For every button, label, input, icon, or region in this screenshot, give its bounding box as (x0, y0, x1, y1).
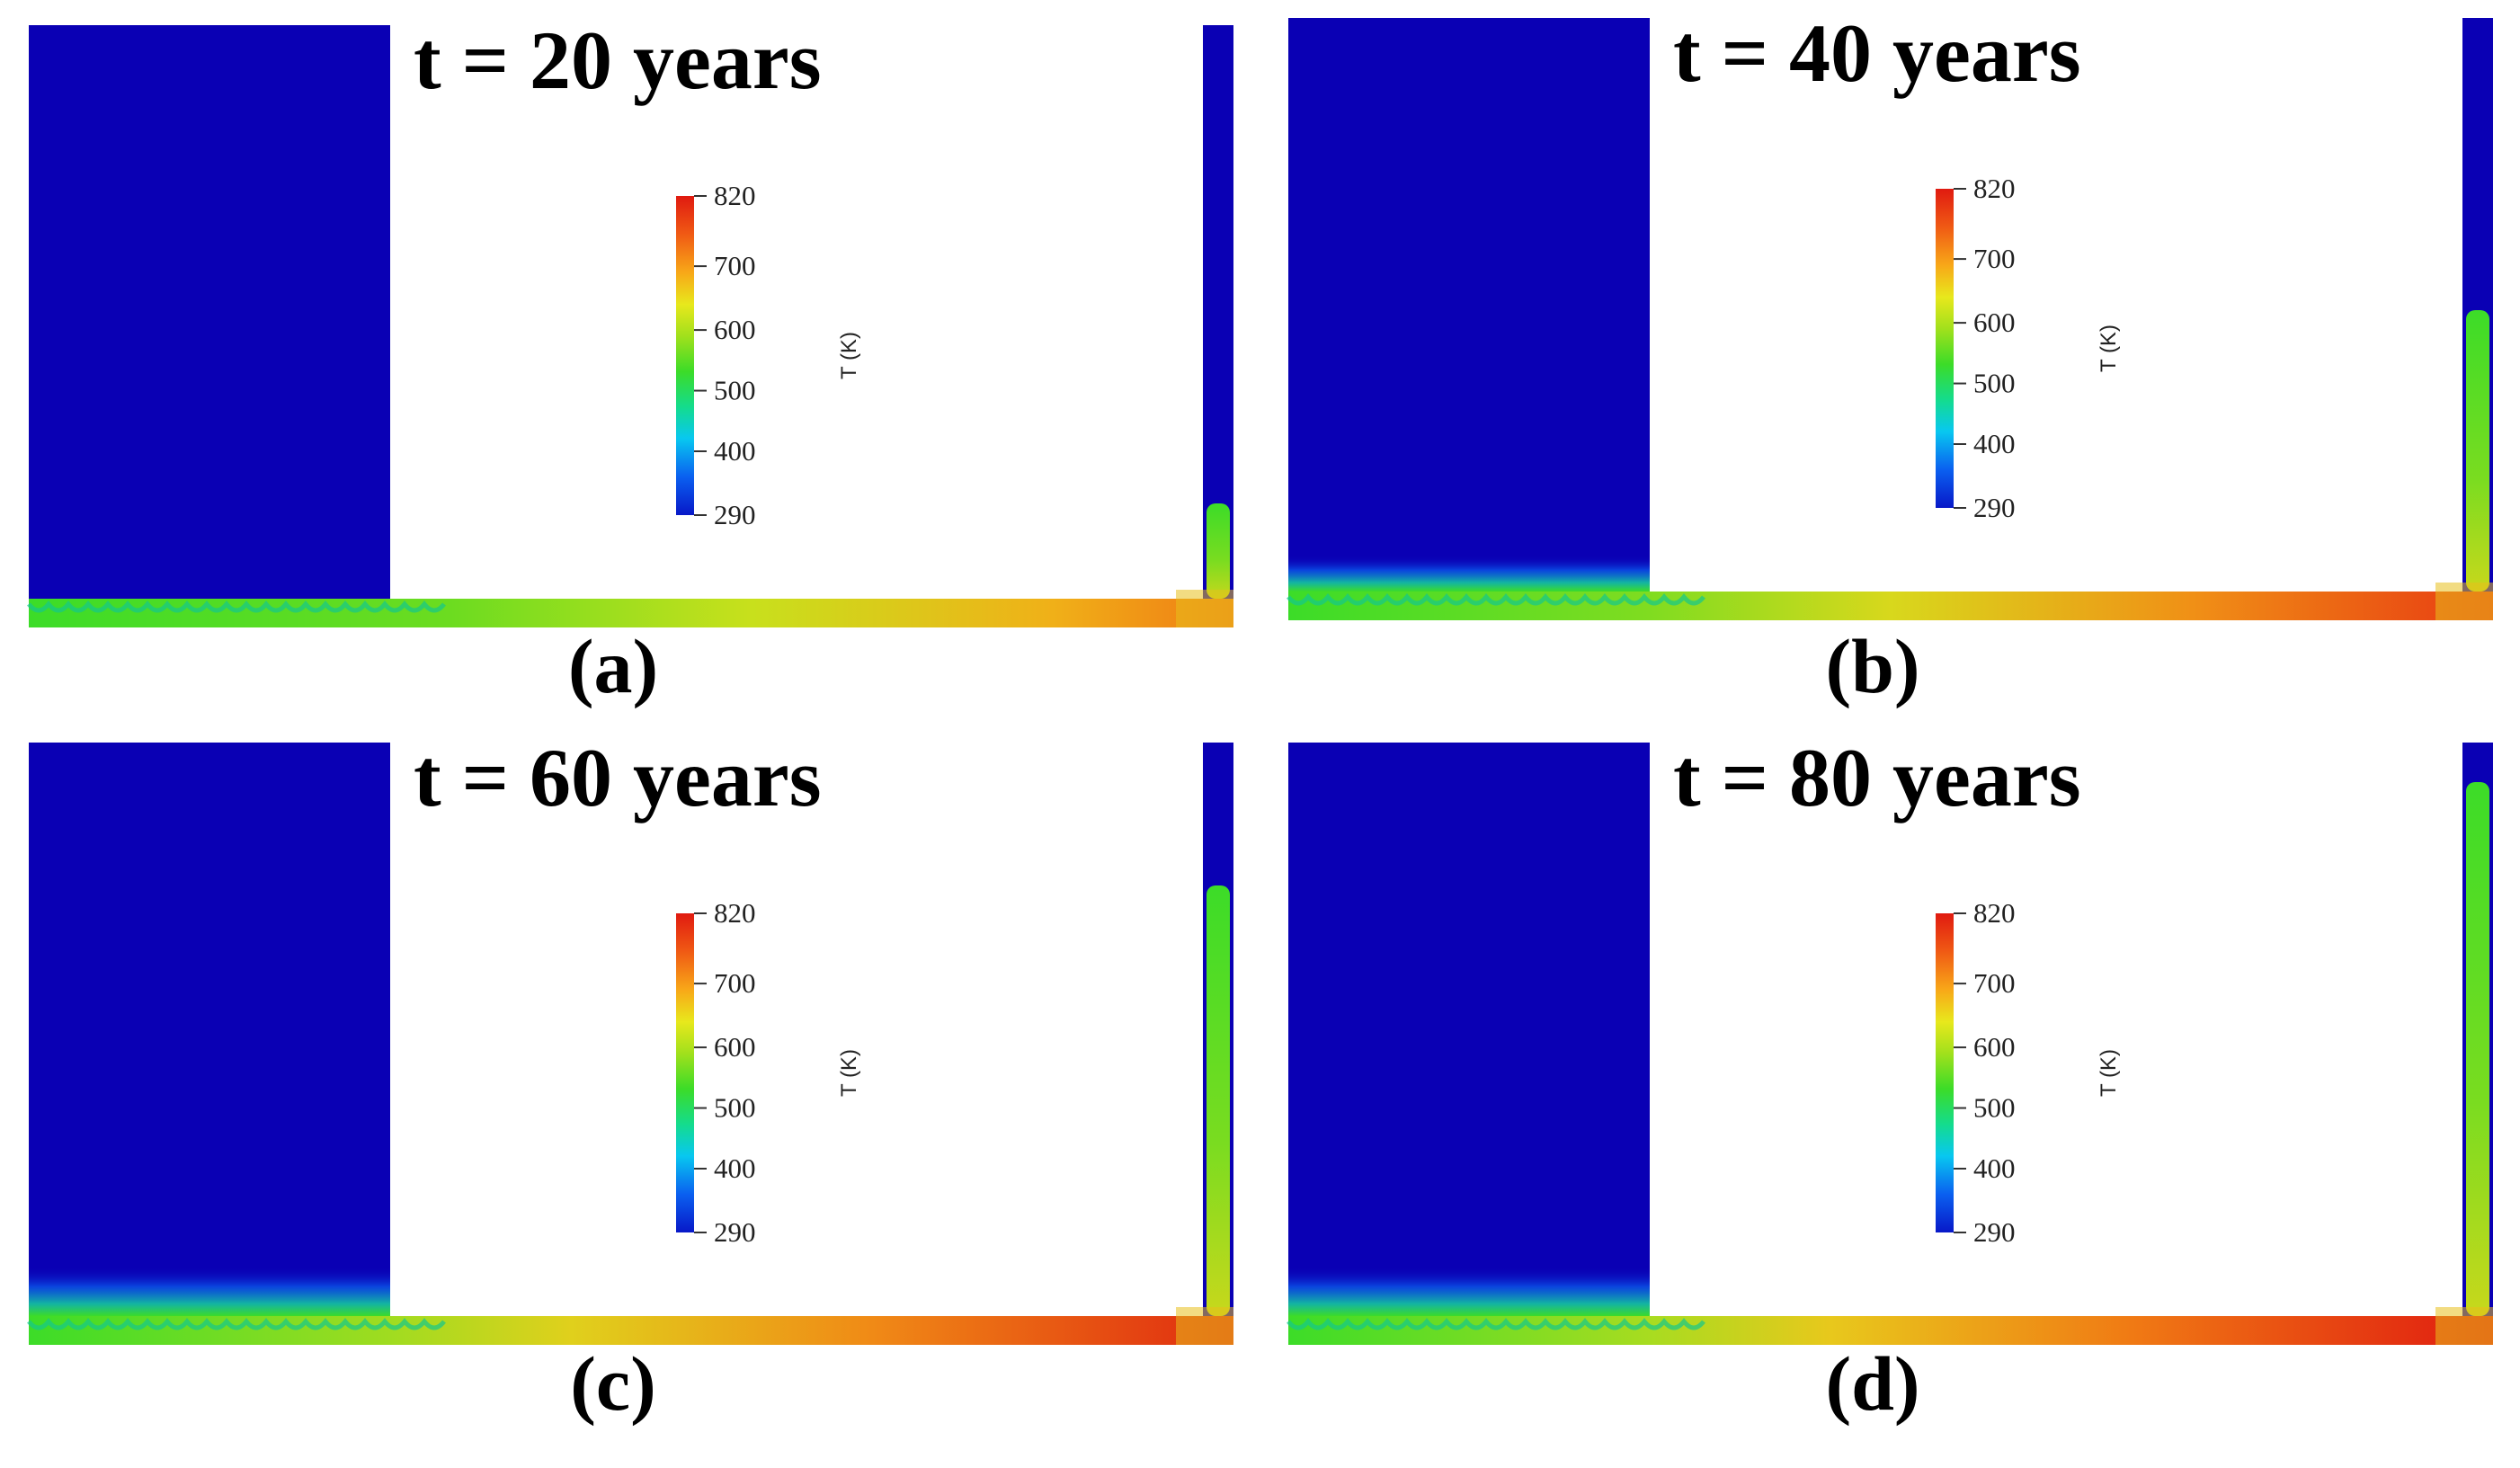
colorbar (676, 196, 694, 515)
colorbar-tick-label: 290 (714, 499, 756, 530)
colorbar-tick-label: 700 (714, 250, 756, 281)
panel-title: t = 60 years (414, 732, 822, 823)
pipe-warm-front (1207, 885, 1230, 1316)
bottom-channel (1288, 592, 2493, 620)
colorbar-label: T (K) (2097, 1049, 2121, 1097)
colorbar-tick-label: 400 (1973, 1152, 2016, 1184)
corner-hotspot (1176, 590, 1233, 627)
bottom-channel (1288, 1316, 2493, 1345)
cold-reservoir-block (29, 25, 390, 599)
colorbar-label: T (K) (837, 1049, 861, 1097)
pipe-warm-front (2466, 782, 2489, 1316)
panel-a: t = 20 years 820 700 600 500 400 290 T (K) (a) (27, 14, 1233, 709)
warming-fringe (1288, 556, 1650, 592)
colorbar (676, 913, 694, 1232)
corner-hotspot (1176, 1307, 1233, 1345)
pipe-warm-front (2466, 310, 2489, 592)
panel-title: t = 20 years (414, 14, 822, 106)
corner-hotspot (2435, 1307, 2493, 1345)
cold-reservoir-block (29, 743, 390, 1316)
panel-title: t = 80 years (1673, 732, 2081, 823)
panel-b: t = 40 years 820 700 600 500 400 290 T (K) (b) (1287, 7, 2493, 709)
cold-reservoir-block (1288, 18, 1650, 592)
colorbar-tick-label: 820 (714, 897, 756, 929)
colorbar-tick-label: 820 (1973, 173, 2016, 204)
colorbar (1936, 913, 1954, 1232)
panel-title: t = 40 years (1673, 7, 2081, 99)
colorbar-tick-label: 500 (1973, 368, 2016, 399)
colorbar (1936, 189, 1954, 508)
colorbar-tick-label: 400 (714, 435, 756, 467)
colorbar-label: T (K) (837, 332, 861, 379)
colorbar-label: T (K) (2097, 325, 2121, 372)
colorbar-tick-label: 290 (1973, 1216, 2016, 1248)
pipe-warm-front (1207, 503, 1230, 599)
warming-fringe (29, 1267, 390, 1316)
colorbar-tick-label: 500 (714, 1092, 756, 1124)
convection-wave (1287, 592, 1705, 606)
colorbar-tick-label: 700 (714, 967, 756, 999)
panel-caption: (a) (568, 623, 658, 709)
convection-wave (27, 600, 446, 613)
colorbar-tick-label: 820 (714, 180, 756, 211)
colorbar-tick-label: 600 (1973, 307, 2016, 338)
colorbar-tick-label: 500 (1973, 1092, 2016, 1124)
colorbar-tick-label: 600 (714, 1031, 756, 1063)
colorbar-tick-label: 700 (1973, 243, 2016, 274)
bottom-channel (29, 1316, 1233, 1345)
colorbar-tick-label: 290 (1973, 492, 2016, 523)
bottom-channel (29, 599, 1233, 627)
colorbar-tick-label: 700 (1973, 967, 2016, 999)
panel-c: t = 60 years 820 700 600 500 400 290 T (K) (c) (27, 732, 1233, 1427)
cold-reservoir-block (1288, 743, 1650, 1316)
convection-wave (1287, 1317, 1705, 1330)
colorbar-tick-label: 600 (1973, 1031, 2016, 1063)
colorbar-tick-label: 290 (714, 1216, 756, 1248)
panel-d: t = 80 years 820 700 600 500 400 290 T (K) (d) (1287, 732, 2493, 1427)
corner-hotspot (2435, 583, 2493, 620)
warming-fringe (1288, 1267, 1650, 1316)
convection-wave (27, 1317, 446, 1330)
colorbar-tick-label: 400 (714, 1152, 756, 1184)
colorbar-tick-label: 400 (1973, 428, 2016, 459)
panel-caption: (c) (570, 1340, 655, 1427)
colorbar-tick-label: 820 (1973, 897, 2016, 929)
colorbar-tick-label: 600 (714, 314, 756, 345)
colorbar-tick-label: 500 (714, 375, 756, 406)
panel-caption: (b) (1825, 623, 1919, 709)
right-pipe (1203, 25, 1233, 599)
panel-caption: (d) (1825, 1340, 1919, 1427)
